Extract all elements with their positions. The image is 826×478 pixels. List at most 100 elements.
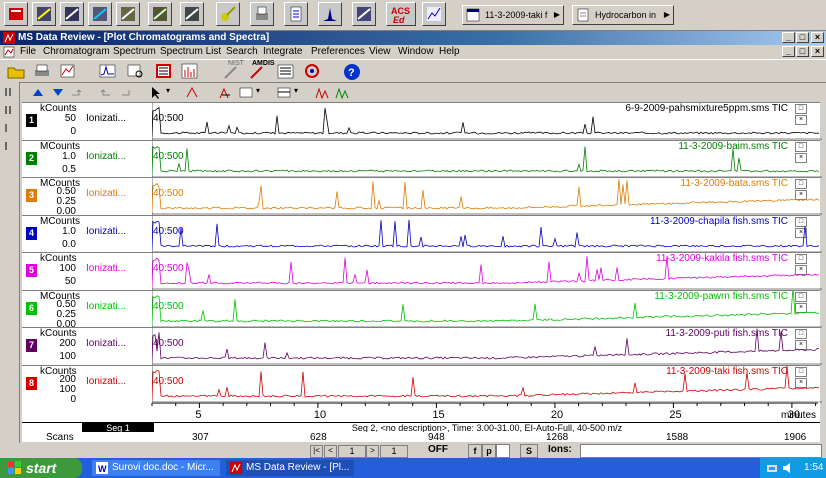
trace-row-6[interactable]: 6 MCounts Ionizati... 40:500 11-3-2009-pawrn…	[22, 289, 822, 330]
tic-trace[interactable]	[152, 253, 822, 290]
spectrum-plot-icon[interactable]	[180, 62, 200, 80]
tic-trace[interactable]	[152, 328, 822, 365]
sample-list-icon[interactable]	[116, 2, 140, 26]
trace-options-button[interactable]: □	[795, 179, 807, 189]
task-tab-hydrocarbon[interactable]: Hydrocarbon in ▶	[572, 5, 674, 25]
peak-label-icon[interactable]	[314, 85, 330, 99]
trace-close-button[interactable]: ×	[795, 227, 807, 238]
chart-icon[interactable]	[422, 2, 446, 26]
trace-options-button[interactable]: □	[795, 366, 807, 377]
trace-options-button[interactable]: □	[795, 216, 807, 227]
print-icon[interactable]	[32, 62, 52, 80]
list-view-icon[interactable]	[276, 62, 296, 80]
menu-file[interactable]: File	[20, 46, 37, 57]
tic-trace[interactable]	[152, 290, 822, 328]
sequence-icon[interactable]	[148, 2, 172, 26]
next-button[interactable]: >	[366, 445, 379, 458]
document-icon[interactable]	[284, 2, 308, 26]
layout-icon[interactable]	[276, 85, 292, 99]
trace-options-button[interactable]: □	[795, 141, 807, 152]
menu-search[interactable]: Search	[226, 46, 258, 57]
menu-preferences[interactable]: Preferences	[311, 46, 365, 57]
trace-number-badge[interactable]: 3	[26, 189, 37, 202]
doc-restore-button[interactable]: □	[796, 46, 809, 57]
s-checkbox[interactable]	[496, 444, 510, 458]
trace-options-button[interactable]: □	[795, 254, 807, 264]
trace-close-button[interactable]: ×	[795, 377, 807, 388]
instrument-icon[interactable]	[180, 2, 204, 26]
cursor-icon[interactable]	[148, 85, 164, 99]
peak-list-icon[interactable]	[334, 85, 350, 99]
trace-row-5[interactable]: 5 kCounts Ionizati... 40:500 11-3-2009-kakil…	[22, 252, 822, 291]
cursor-dropdown-icon[interactable]: ▾	[166, 86, 171, 95]
help-icon[interactable]: ?	[342, 62, 362, 80]
task-tab-taki[interactable]: 11-3-2009-taki f ▶	[462, 5, 564, 25]
redo-zoom-icon[interactable]	[118, 85, 134, 99]
trace-number-badge[interactable]: 6	[26, 301, 37, 315]
print-icon[interactable]	[250, 2, 274, 26]
f-button[interactable]: f	[468, 444, 482, 458]
doc-window-icon[interactable]	[3, 46, 15, 58]
amdis-icon[interactable]	[248, 62, 268, 80]
key-icon[interactable]	[216, 2, 240, 26]
method-builder-icon[interactable]	[32, 2, 56, 26]
menu-chromatogram[interactable]: Chromatogram	[43, 46, 110, 57]
trace-row-7[interactable]: 7 kCounts Ionizati... 40:500 11-3-2009-puti …	[22, 327, 822, 366]
trace-options-button[interactable]: □	[795, 291, 807, 302]
redo-icon[interactable]	[68, 85, 84, 99]
ions-input[interactable]	[580, 444, 822, 458]
trace-row-3[interactable]: 3 MCounts Ionizati... 40:500 11-3-2009-bata.…	[22, 177, 822, 217]
export-chart-icon[interactable]	[58, 62, 78, 80]
tic-trace[interactable]	[152, 215, 822, 253]
trace-options-button[interactable]: □	[795, 104, 807, 114]
network-icon[interactable]	[766, 462, 778, 474]
trace-number-badge[interactable]: 5	[26, 264, 37, 277]
segment-2[interactable]: Seg 2, <no description>, Time: 3.00-31.0…	[351, 423, 623, 433]
volume-icon[interactable]	[782, 462, 794, 474]
trace-row-4[interactable]: 4 MCounts Ionizati... 40:500 11-3-2009-chapi…	[22, 214, 822, 254]
s-button[interactable]: S	[520, 444, 538, 458]
library-icon[interactable]	[352, 2, 376, 26]
open-folder-icon[interactable]	[6, 62, 26, 80]
segment-1[interactable]: Seg 1	[82, 423, 154, 433]
tic-trace[interactable]	[152, 365, 822, 403]
taskbar-ms-data-review[interactable]: MS Data Review - [Pl...	[226, 460, 354, 476]
trace-number-badge[interactable]: 1	[26, 114, 37, 127]
trace-row-8[interactable]: 8 kCounts Ionizati... 40:500 11-3-2009-taki …	[22, 364, 822, 405]
zoom-icon[interactable]	[184, 85, 200, 99]
start-button[interactable]: start	[0, 458, 82, 478]
acs-ed-icon[interactable]: ACS Ed	[386, 2, 416, 26]
first-button[interactable]: |<	[310, 445, 323, 458]
batch-icon[interactable]	[88, 2, 112, 26]
nav-field-2[interactable]: 1	[380, 445, 408, 458]
doc-minimize-button[interactable]: _	[782, 46, 795, 57]
undo-icon[interactable]	[98, 85, 114, 99]
trace-number-badge[interactable]: 4	[26, 226, 37, 240]
tool-launch-icon[interactable]	[4, 2, 28, 26]
nav-field[interactable]: 1	[338, 445, 366, 458]
menu-spectrum[interactable]: Spectrum	[113, 46, 156, 57]
peak-icon[interactable]	[318, 2, 342, 26]
arrow-up-icon[interactable]	[30, 85, 46, 99]
menu-help[interactable]: Help	[439, 46, 460, 57]
minimize-button[interactable]: _	[782, 32, 795, 43]
prev-button[interactable]: <	[324, 445, 337, 458]
refresh-icon[interactable]	[302, 62, 322, 80]
taskbar-word-doc[interactable]: W Surovi doc.doc - Micr...	[92, 460, 220, 476]
menu-integrate[interactable]: Integrate	[263, 46, 303, 57]
scale-icon[interactable]	[238, 85, 254, 99]
trace-number-badge[interactable]: 8	[26, 376, 37, 390]
tic-trace[interactable]	[152, 140, 822, 178]
p-button[interactable]: p	[482, 444, 496, 458]
layout-dropdown-icon[interactable]: ▾	[294, 86, 299, 95]
arrow-down-icon[interactable]	[50, 85, 66, 99]
nist-search-icon[interactable]	[222, 62, 242, 80]
doc-close-button[interactable]: ×	[811, 46, 824, 57]
close-button[interactable]: ×	[811, 32, 824, 43]
tic-trace[interactable]	[152, 178, 822, 215]
report-icon[interactable]	[60, 2, 84, 26]
maximize-button[interactable]: □	[796, 32, 809, 43]
menu-spectrum-list[interactable]: Spectrum List	[160, 46, 222, 57]
trace-close-button[interactable]: ×	[795, 152, 807, 163]
trace-row-1[interactable]: 1 kCounts Ionizati... 40:500 6-9-2009-pahsmi…	[22, 102, 822, 141]
